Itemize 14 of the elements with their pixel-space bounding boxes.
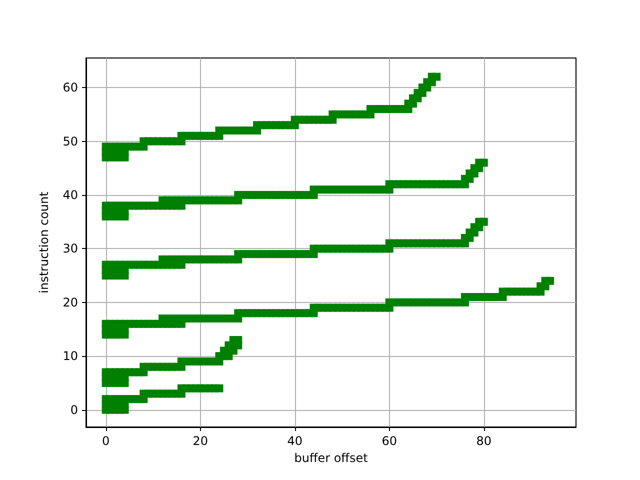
y-tick-label: 60: [62, 80, 78, 95]
x-axis-title: buffer offset: [294, 450, 368, 465]
x-tick-label: 40: [287, 434, 302, 448]
y-tick-label: 20: [62, 295, 78, 310]
x-tick-label: 0: [102, 434, 110, 448]
y-tick-label: 10: [62, 349, 78, 364]
x-tick-label: 60: [382, 434, 397, 448]
y-tick-label: 0: [70, 402, 78, 417]
y-tick-label: 50: [62, 134, 78, 148]
y-tick-label: 40: [62, 188, 78, 202]
y-axis-title: instruction count: [37, 191, 51, 294]
x-tick-label: 80: [476, 434, 492, 448]
x-tick-label: 20: [192, 434, 208, 448]
y-tick-label: 30: [62, 242, 78, 256]
